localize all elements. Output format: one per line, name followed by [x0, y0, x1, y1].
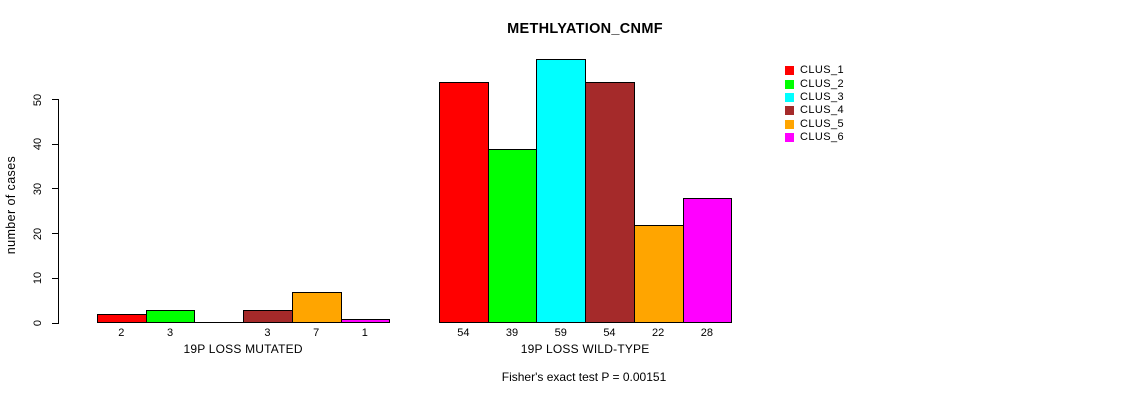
legend-swatch-clus_4	[785, 106, 794, 116]
bar-clus_2	[146, 310, 195, 323]
bar-clus_6	[341, 319, 390, 323]
legend-swatch-clus_1	[785, 66, 794, 76]
legend-swatch-clus_2	[785, 79, 794, 89]
legend-label: CLUS_1	[800, 64, 844, 77]
y-axis-tick-label: 0	[32, 319, 44, 327]
legend-row: CLUS_3	[785, 91, 844, 104]
legend-label: CLUS_6	[800, 130, 844, 143]
bar-value-label: 22	[652, 327, 665, 339]
y-axis-line	[58, 99, 59, 323]
bar-clus_4	[585, 82, 635, 323]
bar-value-label: 3	[264, 327, 271, 339]
y-axis-tick-label: 20	[32, 227, 44, 240]
bar-value-label: 39	[505, 327, 519, 339]
bar-clus_5	[634, 225, 684, 323]
legend-label: CLUS_5	[800, 117, 844, 130]
legend-label: CLUS_2	[800, 77, 844, 90]
bar-clus_6	[683, 198, 732, 323]
bar-clus_4	[243, 310, 293, 323]
bar-value-label: 2	[118, 327, 125, 339]
y-axis-tick	[52, 322, 59, 324]
bar-value-label: 54	[457, 327, 470, 339]
y-axis-tick-label: 10	[32, 272, 44, 285]
bar-clus_5	[292, 292, 342, 323]
y-axis-title: number of cases	[4, 155, 18, 255]
bar-value-label: 59	[554, 327, 567, 339]
bar-clus_2	[488, 149, 537, 323]
bar-clus_1	[97, 314, 147, 323]
legend-swatch-clus_3	[785, 92, 794, 102]
legend-swatch-clus_6	[785, 132, 794, 142]
y-axis-tick	[52, 143, 59, 145]
bar-clus_3	[536, 59, 586, 323]
bar-value-label: 28	[700, 327, 713, 339]
bar-value-label: 3	[166, 327, 174, 339]
chart-title: METHLYATION_CNMF	[507, 21, 663, 37]
group-axis-label: 19P LOSS WILD-TYPE	[520, 342, 650, 356]
y-axis-tick	[52, 188, 59, 190]
legend-label: CLUS_4	[800, 104, 844, 117]
bar-clus_1	[439, 82, 489, 323]
y-axis-tick-label: 40	[32, 138, 44, 151]
group-axis-label: 19P LOSS MUTATED	[183, 342, 303, 356]
bar-value-label: 7	[313, 327, 320, 339]
legend-row: CLUS_4	[785, 104, 844, 117]
legend-row: CLUS_5	[785, 117, 844, 130]
legend-row: CLUS_6	[785, 131, 844, 144]
legend-swatch-clus_5	[785, 119, 794, 129]
legend-row: CLUS_2	[785, 77, 844, 90]
bar-value-label: 54	[603, 327, 616, 339]
y-axis-tick-label: 30	[32, 182, 44, 196]
y-axis-tick	[52, 233, 59, 235]
bar-value-label: 1	[361, 327, 368, 339]
y-axis-tick	[52, 277, 59, 279]
y-axis-tick	[52, 99, 59, 100]
y-axis-tick-label: 50	[32, 93, 44, 106]
legend-label: CLUS_3	[800, 90, 844, 103]
legend-row: CLUS_1	[785, 64, 844, 77]
footnote-text: Fisher's exact test P = 0.00151	[501, 370, 667, 384]
